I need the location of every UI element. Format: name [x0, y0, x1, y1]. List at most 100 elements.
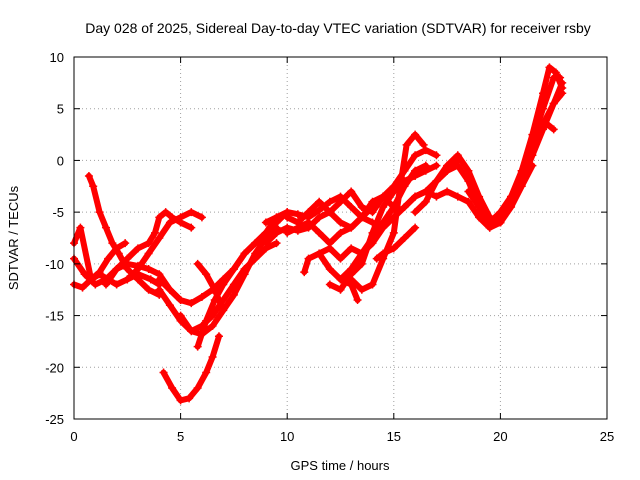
- data-point-arc-16-3: [315, 228, 324, 237]
- data-point-arc-17-3: [325, 265, 334, 274]
- data-point-arc-6-6: [187, 208, 196, 217]
- data-point-arc-13-1: [272, 213, 281, 222]
- data-point-arc-29-4: [536, 125, 545, 134]
- data-point-arc-26-8: [545, 63, 554, 72]
- data-point-arc-14-5: [315, 213, 324, 222]
- data-point-arc-11-6: [251, 239, 260, 248]
- data-point-arc-16-0: [283, 228, 292, 237]
- data-point-arc-12-2: [210, 285, 219, 294]
- data-point-arc-5-3: [133, 244, 142, 253]
- data-point-arc-8-3: [187, 299, 196, 308]
- x-tick-label: 0: [70, 429, 77, 444]
- data-point-arc-8-4: [197, 292, 206, 301]
- data-point-arc-6-1: [133, 265, 142, 274]
- data-point-arc-4-6: [123, 265, 132, 274]
- data-point-arc-26-6: [528, 130, 537, 139]
- data-point-arc-29-6: [549, 125, 558, 134]
- data-point-arc-23-5: [453, 192, 462, 201]
- data-point-arc-29-1: [517, 171, 526, 180]
- tick-layer: 0 5 10 15 20 25 -25 -20 -15 -10 -5 0 5 10: [45, 50, 614, 444]
- data-point-arc-25-2: [453, 161, 462, 170]
- data-point-arc-12-3: [217, 301, 226, 310]
- data-point-arc-18-2: [336, 254, 345, 263]
- data-point-arc-9-4: [193, 383, 202, 392]
- x-tick-label: 10: [280, 429, 294, 444]
- data-point-arc-7-0: [155, 285, 164, 294]
- data-point-arc-18-1: [325, 244, 334, 253]
- data-point-arc-5-2: [123, 254, 132, 263]
- chart-title: Day 028 of 2025, Sidereal Day-to-day VTE…: [85, 20, 591, 36]
- data-point-arc-13-0: [261, 218, 270, 227]
- data-point-arc-29-5: [543, 120, 552, 129]
- data-point-arc-16-9: [379, 192, 388, 201]
- data-point-arc-29-0: [513, 182, 522, 191]
- data-point-arc-27-7: [558, 78, 567, 87]
- data-point-arc-11-1: [202, 316, 211, 325]
- data-point-arc-3-7: [144, 265, 153, 274]
- data-point-arc-6-4: [165, 218, 174, 227]
- data-point-arc-9-7: [214, 332, 223, 341]
- data-point-arc-21-8: [419, 140, 428, 149]
- data-point-arc-21-0: [347, 275, 356, 284]
- data-point-arc-13-8: [347, 202, 356, 211]
- data-point-arc-25-1: [443, 166, 452, 175]
- data-point-arc-16-5: [336, 228, 345, 237]
- data-point-arc-14-0: [261, 239, 270, 248]
- data-point-arc-15-4: [325, 208, 334, 217]
- data-point-arc-8-1: [165, 285, 174, 294]
- data-point-arc-12-1: [202, 270, 211, 279]
- data-point-arc-23-4: [443, 187, 452, 196]
- data-point-arc-28-1: [507, 197, 516, 206]
- data-point-arc-10-4: [219, 306, 228, 315]
- data-point-arc-10-7: [251, 249, 260, 258]
- series-line-arc-10: [177, 224, 280, 338]
- data-point-arc-16-6: [347, 223, 356, 232]
- data-point-arc-28-5: [549, 99, 558, 108]
- data-point-arc-10-1: [187, 327, 196, 336]
- data-point-arc-4-8: [144, 285, 153, 294]
- data-point-arc-5-1: [112, 265, 121, 274]
- data-point-arc-24-5: [464, 166, 473, 175]
- data-point-arc-5-4: [144, 239, 153, 248]
- series-line-arc-12: [194, 260, 225, 309]
- data-point-arc-26-1: [475, 202, 484, 211]
- data-point-arc-4-2: [95, 208, 104, 217]
- data-point-arc-20-0: [336, 275, 345, 284]
- data-point-arc-21-7: [411, 130, 420, 139]
- data-point-arc-15-2: [304, 208, 313, 217]
- data-point-arc-21-2: [368, 280, 377, 289]
- data-point-arc-10-5: [229, 290, 238, 299]
- y-tick-label: -20: [45, 360, 64, 375]
- data-point-arc-26-7: [539, 89, 548, 98]
- data-point-arc-5-5: [151, 228, 160, 237]
- data-point-arc-6-5: [176, 213, 185, 222]
- data-point-arc-4-0: [84, 171, 93, 180]
- data-point-arc-9-1: [168, 383, 177, 392]
- data-point-arc-14-7: [336, 218, 345, 227]
- data-point-arc-1-1: [76, 223, 85, 232]
- data-point-arc-15-12: [411, 151, 420, 160]
- data-point-arc-19-5: [379, 202, 388, 211]
- data-point-arc-29-2: [524, 156, 533, 165]
- data-point-arc-19-9: [421, 166, 430, 175]
- plot-frame: [73, 56, 608, 420]
- data-point-arc-6-2: [144, 249, 153, 258]
- y-tick-label: 5: [57, 102, 64, 117]
- x-tick-label: 5: [177, 429, 184, 444]
- data-point-arc-2-3: [95, 270, 104, 279]
- data-point-arc-5-0: [101, 280, 110, 289]
- data-point-arc-28-6: [558, 89, 567, 98]
- data-point-arc-7-11: [272, 239, 281, 248]
- data-point-arc-22-4: [411, 223, 420, 232]
- data-point-arc-4-1: [89, 182, 98, 191]
- series-line-arc-2: [71, 271, 163, 291]
- data-point-arc-26-9: [551, 68, 560, 77]
- data-point-arc-15-7: [357, 202, 366, 211]
- data-point-arc-15-0: [283, 213, 292, 222]
- data-point-arc-7-1: [165, 301, 174, 310]
- data-point-arc-11-0: [193, 342, 202, 351]
- x-tick-label: 15: [387, 429, 401, 444]
- data-point-arc-5-7: [161, 208, 170, 217]
- y-tick-label: 10: [50, 50, 64, 65]
